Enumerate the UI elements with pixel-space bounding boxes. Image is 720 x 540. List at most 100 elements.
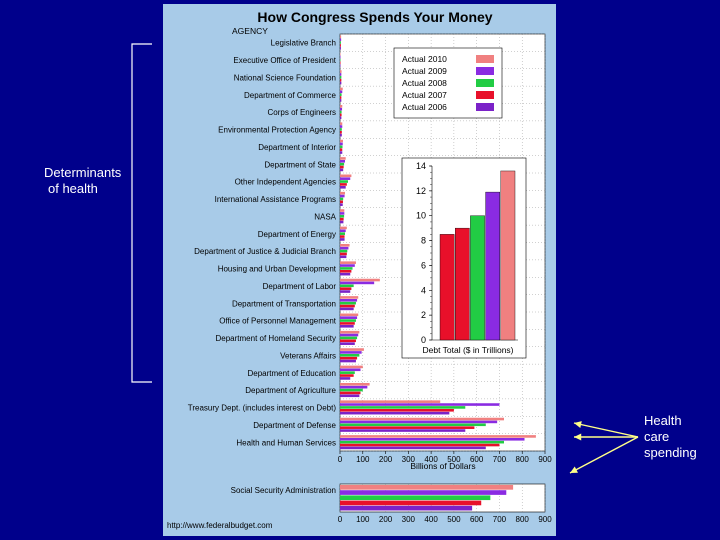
- bar: [340, 423, 486, 427]
- bar: [340, 139, 343, 143]
- ssa-bar: [340, 505, 473, 511]
- bar: [340, 197, 344, 201]
- bar: [340, 96, 342, 99]
- bar: [340, 339, 356, 343]
- bar: [340, 267, 353, 270]
- bar: [340, 365, 363, 369]
- category-label: Environmental Protection Agency: [218, 126, 336, 135]
- legend: Actual 2010 Actual 2009 Actual 2008 Actual …: [393, 47, 503, 119]
- arrow-head: [574, 433, 582, 441]
- bar: [340, 52, 341, 56]
- bar: [340, 316, 358, 319]
- bar: [340, 191, 346, 195]
- inset-y-tick-label: 2: [421, 310, 426, 320]
- bar: [340, 116, 342, 120]
- bar: [340, 252, 347, 256]
- bar: [340, 417, 504, 421]
- inset-bar: [439, 234, 455, 341]
- ssa-panel: 0 100 200 300 400 500 600 700 800 900 Social Secur…: [231, 483, 552, 524]
- legend-label: Actual 2009: [402, 66, 447, 76]
- category-label: Other Independent Agencies: [235, 178, 336, 187]
- category-label: International Assistance Programs: [215, 195, 336, 204]
- legend-label: Actual 2010: [402, 54, 447, 64]
- bar: [340, 374, 354, 377]
- bar: [340, 133, 342, 137]
- bar: [340, 400, 441, 403]
- bar: [340, 217, 344, 221]
- category-label: National Science Foundation: [234, 73, 336, 82]
- bar: [340, 426, 475, 429]
- category-label: Department of Interior: [258, 143, 336, 152]
- ssa-x-tick-label: 700: [493, 515, 507, 524]
- bar: [340, 125, 343, 128]
- bar: [340, 151, 343, 154]
- bar: [340, 55, 341, 59]
- legend-swatch: [476, 67, 494, 75]
- bar: [340, 290, 351, 293]
- bar: [340, 35, 342, 39]
- bar: [340, 385, 368, 389]
- bar: [340, 99, 342, 102]
- bar: [340, 165, 344, 169]
- bar: [340, 110, 342, 114]
- bar: [340, 438, 525, 441]
- bar: [340, 278, 380, 282]
- bar: [340, 351, 362, 354]
- bar: [340, 281, 375, 285]
- category-label: NASA: [314, 212, 336, 221]
- bar: [340, 388, 363, 392]
- x-tick-label: 800: [516, 455, 530, 464]
- bar: [340, 371, 355, 374]
- bar: [340, 203, 343, 206]
- x-tick-label: 500: [447, 455, 461, 464]
- legend-swatch: [476, 79, 494, 87]
- x-tick-label: 900: [538, 455, 552, 464]
- bar: [340, 325, 354, 328]
- category-label: Department of State: [264, 160, 336, 169]
- bar: [340, 342, 355, 345]
- bar: [340, 420, 498, 424]
- category-label: Department of Labor: [263, 282, 337, 291]
- legend-label: Actual 2006: [402, 102, 447, 112]
- category-label: Department of Education: [248, 369, 337, 378]
- ssa-bar: [340, 485, 514, 490]
- bar: [340, 330, 360, 334]
- ssa-x-tick-label: 0: [338, 515, 343, 524]
- bar: [340, 409, 454, 412]
- arrow-line: [569, 436, 639, 474]
- bar: [340, 368, 361, 372]
- bar: [340, 90, 343, 94]
- health-care-arrows: [569, 421, 639, 474]
- determinants-of-health-label: Determinants of health: [44, 165, 144, 197]
- ssa-bar: [340, 500, 482, 506]
- bar: [340, 435, 536, 438]
- category-label: Treasury Dept. (includes interest on Deb…: [188, 404, 337, 413]
- bar: [340, 105, 343, 108]
- bar: [340, 81, 342, 85]
- bar: [340, 73, 342, 76]
- bar: [340, 313, 359, 317]
- bar: [340, 41, 341, 44]
- category-label: Department of Commerce: [244, 91, 337, 100]
- category-label: Corps of Engineers: [268, 108, 336, 117]
- category-label: Legislative Branch: [271, 39, 336, 48]
- bar: [340, 244, 350, 247]
- bar: [340, 255, 347, 259]
- inset-y-tick-label: 12: [416, 186, 426, 196]
- bar: [340, 377, 351, 380]
- inset-y-tick-label: 10: [416, 211, 426, 221]
- bar: [340, 38, 342, 41]
- category-label: Department of Justice & Judicial Branch: [194, 247, 336, 256]
- legend-label: Actual 2008: [402, 78, 447, 88]
- bar: [340, 443, 500, 447]
- inset-y-tick-label: 4: [421, 285, 426, 295]
- bar: [340, 296, 359, 299]
- bar: [340, 249, 348, 253]
- category-label: Office of Personnel Management: [219, 317, 337, 326]
- inset-y-tick-label: 6: [421, 260, 426, 270]
- legend-swatch: [476, 103, 494, 111]
- bar: [340, 238, 345, 241]
- bar: [340, 145, 343, 149]
- ssa-x-tick-label: 300: [402, 515, 416, 524]
- x-tick-label: 600: [470, 455, 484, 464]
